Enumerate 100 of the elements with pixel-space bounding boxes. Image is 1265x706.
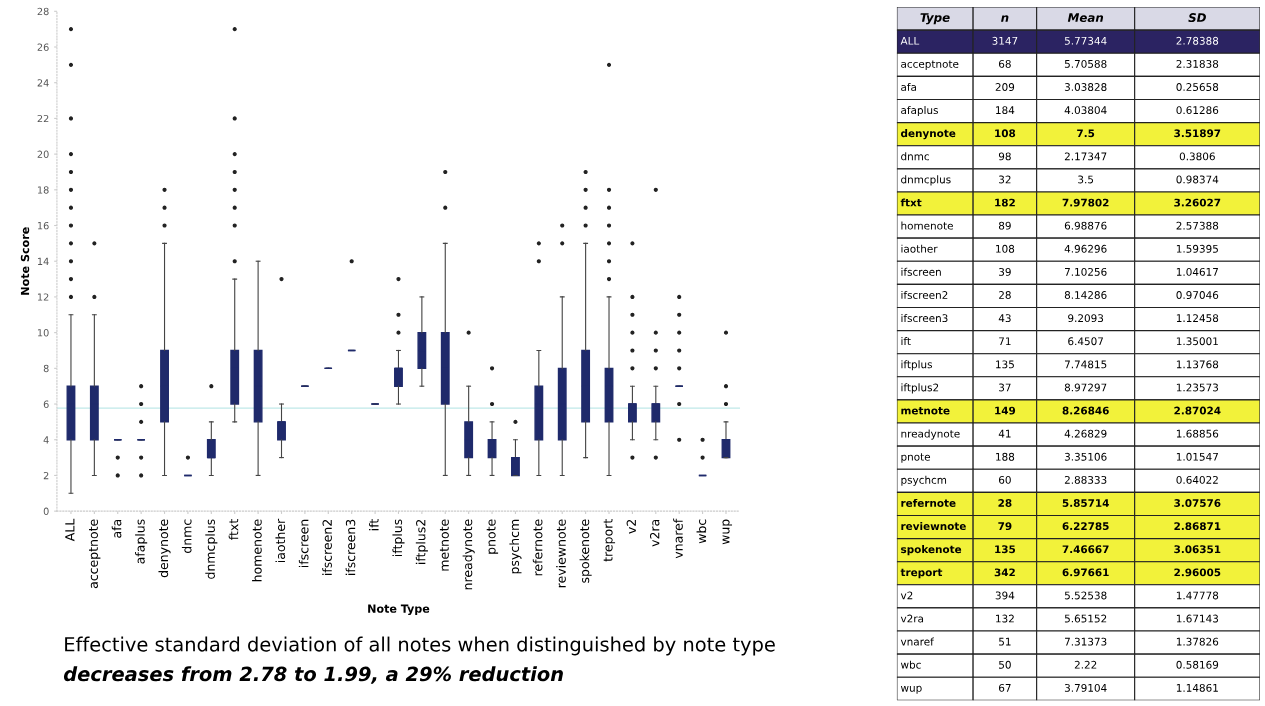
y-tick-label: 10 — [37, 329, 49, 337]
data-label: 9.2093 — [1068, 314, 1104, 323]
y-tick-label: 24 — [37, 79, 49, 87]
data-label: 149 — [995, 406, 1016, 415]
data-label: 7.10256 — [1064, 267, 1107, 276]
x-tick-label: ift — [369, 519, 379, 531]
data-label: 132 — [996, 614, 1014, 623]
data-label: 6.98876 — [1064, 221, 1107, 230]
data-label: 0.58169 — [1176, 660, 1219, 669]
x-tick-label: iftplus — [392, 519, 405, 556]
y-tick-label: 18 — [37, 186, 49, 194]
data-label: 41 — [998, 429, 1011, 438]
x-tick-label: ALL — [65, 518, 75, 542]
data-label: 68 — [998, 59, 1011, 68]
data-label: 2.17347 — [1064, 152, 1107, 161]
data-label: 342 — [994, 568, 1015, 577]
data-label: 1.37826 — [1176, 637, 1219, 646]
data-label: 6.22785 — [1062, 522, 1109, 531]
data-label: 60 — [998, 475, 1011, 484]
data-label: 5.85714 — [1062, 499, 1109, 507]
data-label: 2.96005 — [1174, 568, 1221, 577]
data-label: 3.51897 — [1174, 129, 1221, 138]
series-label: Mean — [1067, 13, 1104, 23]
data-label: 0.3806 — [1179, 152, 1215, 161]
x-tick-label: wbc — [696, 519, 707, 544]
category-label: psychcm — [901, 475, 947, 486]
x-tick-label: iaother — [275, 518, 286, 563]
data-label: 50 — [999, 660, 1011, 669]
text: Type — [920, 13, 950, 25]
data-label: 6.4507 — [1068, 337, 1104, 346]
data-label: 2.88333 — [1064, 475, 1107, 484]
data-label: 4.03804 — [1064, 106, 1107, 115]
data-label: 5.77344 — [1064, 36, 1107, 45]
x-tick-label: homenote — [252, 519, 262, 582]
data-label: 2.57388 — [1176, 221, 1219, 230]
data-label: 28 — [999, 291, 1011, 299]
x-tick-label: v2 — [626, 520, 636, 534]
data-label: 89 — [998, 221, 1011, 230]
data-label: 2.78388 — [1176, 36, 1219, 45]
data-label: 108 — [996, 244, 1015, 253]
data-label: 8.26846 — [1062, 406, 1109, 415]
x-tick-label: iftplus2 — [415, 520, 428, 564]
data-label: 209 — [995, 83, 1015, 91]
y-tick-label: 12 — [37, 293, 49, 301]
data-label: 3147 — [992, 36, 1018, 45]
x-tick-label: ifscreen3 — [345, 519, 356, 575]
x-tick-label: refernote — [532, 519, 543, 576]
data-label: 0.61286 — [1176, 106, 1219, 115]
data-label: 108 — [995, 129, 1016, 138]
data-label: 135 — [995, 545, 1016, 554]
data-label: 1.59395 — [1176, 244, 1218, 253]
y-tick-label: 20 — [37, 150, 49, 158]
category-label: wup — [900, 685, 922, 694]
x-tick-label: vnaref — [673, 518, 683, 559]
series-label: SD — [1188, 13, 1206, 23]
category-label: metnote — [901, 407, 950, 415]
x-tick-label: ifscreen2 — [322, 520, 332, 575]
x-tick-label: dnmc — [181, 519, 192, 553]
x-tick-label: ftxt — [228, 519, 239, 540]
x-tick-label: pnote — [486, 519, 499, 554]
x-tick-label: v2ra — [649, 519, 660, 547]
x-tick-label: dnmcplus — [205, 519, 218, 579]
y-tick-label: 26 — [37, 43, 49, 51]
category-label: acceptnote — [901, 60, 959, 70]
data-label: 3.06351 — [1174, 545, 1221, 554]
data-label: 7.46667 — [1062, 545, 1109, 554]
data-label: 7.5 — [1077, 129, 1095, 138]
data-label: 0.64022 — [1176, 475, 1218, 484]
data-label: 28 — [998, 499, 1012, 507]
data-label: 394 — [995, 591, 1015, 600]
category-label: refernote — [901, 498, 956, 507]
data-label: 1.14861 — [1176, 683, 1218, 692]
data-label: 1.12458 — [1176, 314, 1219, 323]
data-label: 0.25658 — [1176, 83, 1219, 91]
data-label: 182 — [995, 198, 1015, 207]
data-label: 5.70588 — [1064, 59, 1107, 68]
data-label: 2.86871 — [1174, 522, 1221, 531]
data-label: 3.03828 — [1064, 83, 1107, 91]
data-label: 4.96296 — [1064, 244, 1107, 253]
data-label: 7.31373 — [1064, 637, 1107, 646]
y-axis-title: Note Score — [20, 227, 30, 295]
data-label: 3.79104 — [1064, 683, 1107, 692]
data-label: 0.97046 — [1176, 291, 1219, 299]
data-label: 1.01547 — [1176, 452, 1218, 461]
x-axis-title: Note Type — [368, 604, 430, 616]
data-label: 39 — [999, 267, 1011, 276]
data-label: 8.14286 — [1064, 291, 1107, 299]
data-label: 71 — [999, 337, 1011, 346]
data-label: 3.07576 — [1174, 499, 1221, 507]
category-label: v2ra — [900, 614, 924, 623]
data-label: 135 — [996, 360, 1014, 369]
data-label: 184 — [996, 106, 1015, 115]
y-tick-label: 16 — [37, 221, 49, 230]
data-label: 2.87024 — [1174, 406, 1221, 415]
category-label: nreadynote — [901, 429, 960, 440]
category-label: v2 — [900, 591, 913, 600]
y-tick-label: 28 — [37, 7, 49, 16]
category-label: ftxt — [900, 198, 922, 207]
data-label: 1.13768 — [1176, 360, 1219, 369]
category-label: afaplus — [901, 106, 938, 117]
